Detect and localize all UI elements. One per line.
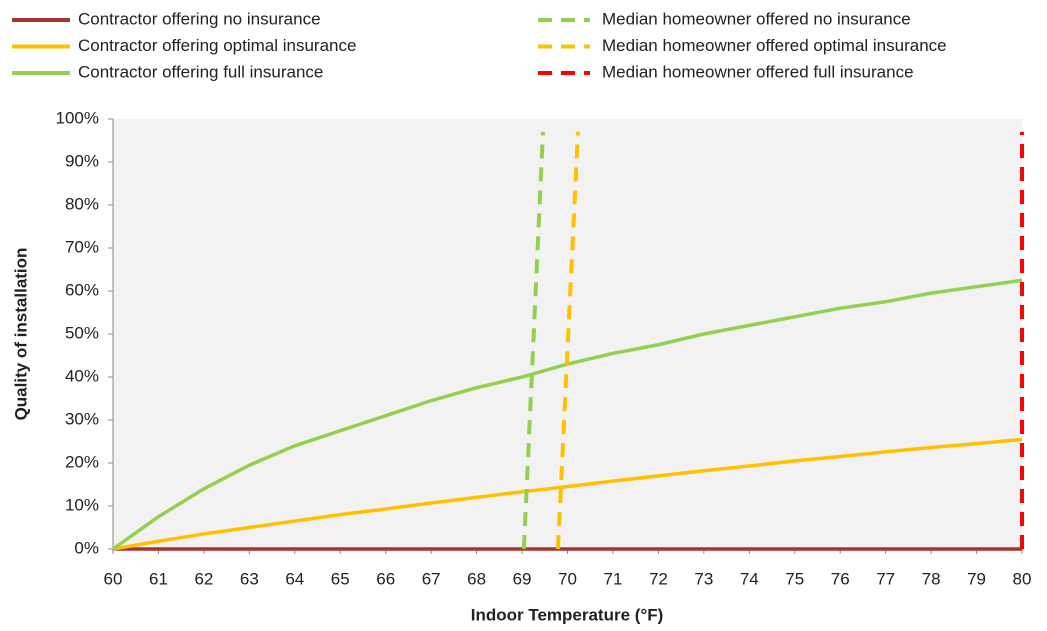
legend-label: Contractor offering no insurance xyxy=(78,9,321,28)
x-tick-label: 78 xyxy=(922,569,941,588)
y-tick-label: 60% xyxy=(65,280,99,299)
y-tick-label: 80% xyxy=(65,194,99,213)
y-tick-label: 40% xyxy=(65,366,99,385)
legend-label: Median homeowner offered no insurance xyxy=(602,9,911,28)
x-tick-label: 77 xyxy=(876,569,895,588)
y-tick-label: 30% xyxy=(65,409,99,428)
x-tick-label: 70 xyxy=(558,569,577,588)
y-tick-label: 50% xyxy=(65,323,99,342)
y-tick-label: 100% xyxy=(56,108,99,127)
y-axis-label: Quality of installation xyxy=(11,248,30,421)
x-tick-label: 60 xyxy=(104,569,123,588)
legend-label: Contractor offering full insurance xyxy=(78,62,323,81)
x-tick-label: 74 xyxy=(740,569,759,588)
x-axis-label: Indoor Temperature (°F) xyxy=(471,605,664,624)
y-tick-label: 20% xyxy=(65,452,99,471)
x-tick-label: 62 xyxy=(194,569,213,588)
x-tick-label: 65 xyxy=(331,569,350,588)
y-tick-label: 10% xyxy=(65,495,99,514)
x-tick-label: 79 xyxy=(967,569,986,588)
legend-label: Median homeowner offered full insurance xyxy=(602,62,914,81)
x-tick-label: 76 xyxy=(831,569,850,588)
x-tick-label: 75 xyxy=(785,569,804,588)
x-tick-label: 68 xyxy=(467,569,486,588)
legend-label: Contractor offering optimal insurance xyxy=(78,36,356,55)
series-line xyxy=(112,437,1023,551)
y-tick-label: 90% xyxy=(65,151,99,170)
legend-label: Median homeowner offered optimal insuran… xyxy=(602,36,947,55)
median-line xyxy=(521,131,545,550)
y-tick-label: 70% xyxy=(65,237,99,256)
x-tick-label: 80 xyxy=(1013,569,1032,588)
x-tick-label: 66 xyxy=(376,569,395,588)
y-tick-label: 0% xyxy=(74,538,99,557)
x-tick-label: 61 xyxy=(149,569,168,588)
x-tick-label: 72 xyxy=(649,569,668,588)
x-tick-label: 73 xyxy=(694,569,713,588)
x-tick-label: 67 xyxy=(422,569,441,588)
x-tick-label: 71 xyxy=(603,569,622,588)
x-tick-label: 63 xyxy=(240,569,259,588)
median-line xyxy=(555,131,580,550)
x-tick-label: 69 xyxy=(513,569,532,588)
x-tick-label: 64 xyxy=(285,569,304,588)
